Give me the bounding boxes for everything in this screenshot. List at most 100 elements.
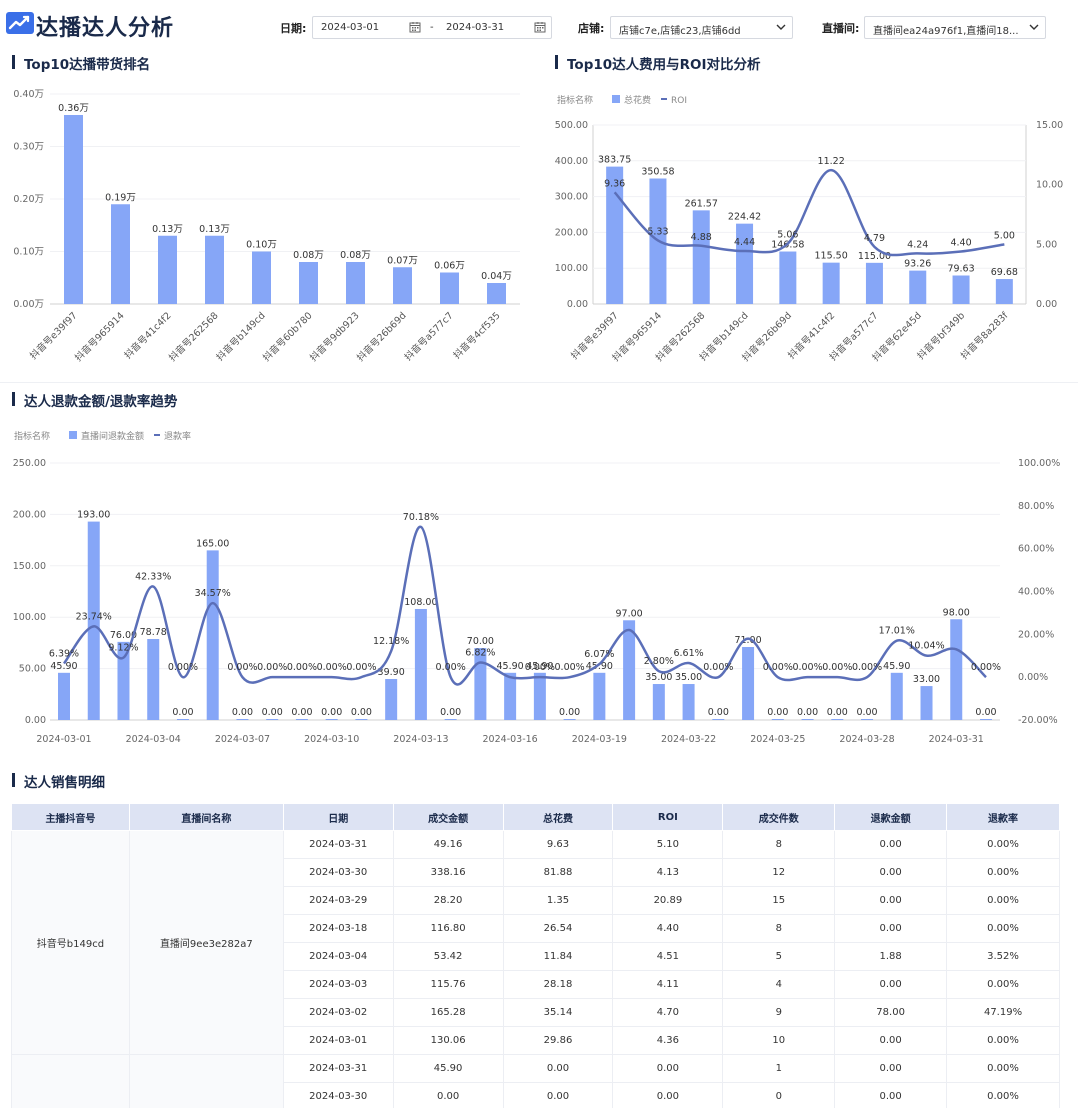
room-cell [128, 1054, 284, 1108]
column-header[interactable]: 直播间名称 [128, 803, 284, 831]
bar [682, 684, 695, 720]
table-cell: 26.54 [502, 914, 614, 943]
calendar-icon[interactable] [409, 21, 421, 33]
legend-bar-label: 总花费 [624, 94, 651, 106]
table-cell: 0.00% [946, 914, 1060, 943]
bar-value-label: 0.00 [559, 707, 580, 718]
y-left-tick-label: 300.00 [555, 192, 588, 203]
x-tick-label: 抖音号60b780 [260, 310, 314, 364]
x-tick-label: 2024-03-10 [304, 734, 359, 745]
line-value-label: 0.00% [792, 662, 822, 673]
column-header[interactable]: 主播抖音号 [11, 803, 130, 831]
bar [980, 719, 992, 720]
room-cell: 直播间9ee3e282a7 [128, 830, 284, 1055]
y-left-tick-label: 200.00 [13, 509, 46, 520]
table-cell: 130.06 [392, 1026, 504, 1055]
line-value-label: 0.00% [287, 662, 317, 673]
refund-trend-chart: 指标名称 直播间退款金额 退款率 0.00 50.00 100.00 150.00 200.0… [13, 430, 1061, 745]
bar-value-label: 93.26 [904, 259, 931, 270]
line-value-label: 9.12% [108, 643, 138, 654]
bar [414, 608, 427, 720]
table-cell: 0.00% [946, 1082, 1060, 1108]
legend-title: 指标名称 [14, 430, 50, 442]
table-row[interactable]: 2024-03-30 338.16 81.88 4.13 12 0.00 0.00% [12, 858, 1060, 887]
line-value-label: 4.44 [734, 237, 755, 248]
table-row[interactable]: 2024-03-31 45.90 0.00 0.00 1 0.00 0.00% [11, 1054, 1060, 1108]
bar-value-label: 350.58 [641, 166, 674, 177]
table-cell: 1.35 [502, 886, 614, 915]
y-tick-label: 0.10万 [13, 247, 44, 258]
bar [299, 262, 318, 304]
bar [920, 686, 933, 720]
x-tick-label: 抖音号b149cd [214, 310, 268, 364]
table-row[interactable]: 2024-03-29 28.20 1.35 20.89 15 0.00 0.00% [12, 886, 1060, 915]
y-left-tick-label: 0.00 [25, 715, 46, 726]
column-header[interactable]: 成交金额 [392, 803, 504, 831]
bar-value-label: 0.00 [291, 707, 312, 718]
column-header[interactable]: 退款率 [946, 803, 1060, 831]
bar-value-label: 35.00 [645, 672, 672, 683]
table-cell: 1 [722, 1054, 836, 1083]
x-tick-label: 抖音号4cf535 [451, 310, 503, 362]
x-tick-label: 2024-03-28 [839, 734, 894, 745]
x-tick-label: 2024-03-25 [750, 734, 805, 745]
table-cell: 4.36 [612, 1026, 724, 1055]
anchor-cell: 抖音号b149cd [11, 830, 130, 1055]
line-value-label: 5.33 [647, 226, 668, 237]
table-row[interactable]: 抖音号b149cd 直播间9ee3e282a7 2024-03-31 49.16 9.6… [11, 830, 1060, 1055]
line-value-label: 0.00% [317, 662, 347, 673]
table-row[interactable]: 2024-03-02 165.28 35.14 4.70 9 78.00 47.19% [12, 998, 1060, 1027]
line-value-label: 4.88 [691, 232, 712, 243]
store-select[interactable]: 店铺c7e,店铺c23,店铺6dd [610, 16, 793, 39]
bar-value-label: 115.00 [858, 251, 891, 262]
column-header[interactable]: ROI [612, 803, 724, 831]
bar-value-label: 115.50 [815, 251, 848, 262]
column-header[interactable]: 日期 [282, 803, 394, 831]
table-row[interactable]: 2024-03-30 0.00 0.00 0.00 0 0.00 0.00% [12, 1082, 1060, 1108]
bar [771, 719, 784, 720]
bar [861, 719, 874, 720]
line-value-label: 2.80% [644, 656, 674, 667]
table-cell: 10 [722, 1026, 836, 1055]
refund-rate-line [62, 525, 987, 686]
bar [952, 275, 970, 304]
column-header[interactable]: 总花费 [502, 803, 614, 831]
section-title-refund-trend: 达人退款金额/退款率趋势 [12, 390, 177, 410]
line-value-label: 0.00% [703, 662, 733, 673]
trend-chart-icon [6, 12, 34, 34]
bar-value-label: 0.00 [767, 707, 788, 718]
table-cell: 4.51 [612, 942, 724, 971]
line-value-label: 5.00 [994, 230, 1015, 241]
bar [909, 270, 927, 304]
bar-value-label: 108.00 [404, 597, 437, 608]
table-cell: 9.63 [502, 830, 614, 859]
y-left-tick-label: 100.00 [555, 263, 588, 274]
calendar-icon[interactable] [534, 21, 546, 33]
table-cell: 35.14 [502, 998, 614, 1027]
bar [117, 641, 130, 720]
table-cell: 15 [722, 886, 836, 915]
bar-value-label: 70.00 [467, 636, 494, 647]
room-value: 直播间ea24a976f1,直播间18... [873, 26, 1019, 37]
table-cell: 0.00% [946, 970, 1060, 999]
line-value-label: 0.00% [168, 662, 198, 673]
table-cell: 2024-03-29 [282, 886, 394, 915]
column-header[interactable]: 成交件数 [722, 803, 836, 831]
bar [176, 719, 189, 720]
column-header[interactable]: 退款金额 [834, 803, 948, 831]
bar-value-label: 165.00 [196, 538, 229, 549]
table-cell: 2024-03-04 [282, 942, 394, 971]
table-row[interactable]: 2024-03-03 115.76 28.18 4.11 4 0.00 0.00% [12, 970, 1060, 999]
table-header-row: 主播抖音号 直播间名称 日期 成交金额 总花费 ROI 成交件数 退款金额 退款… [11, 803, 1060, 831]
room-select[interactable]: 直播间ea24a976f1,直播间18... [864, 16, 1046, 39]
table-cell: 116.80 [392, 914, 504, 943]
y-left-tick-label: 250.00 [13, 458, 46, 469]
bar-value-label: 0.04万 [481, 271, 512, 282]
date-range-picker[interactable]: 2024-03-01 - 2024-03-31 [312, 16, 552, 39]
y-tick-label: 0.00万 [13, 299, 44, 310]
bar [444, 719, 457, 720]
line-value-label: 4.24 [907, 239, 928, 250]
line-value-label: 0.00% [346, 662, 376, 673]
table-cell: 2024-03-30 [282, 1082, 394, 1108]
line-value-label: 9.36 [604, 178, 625, 189]
